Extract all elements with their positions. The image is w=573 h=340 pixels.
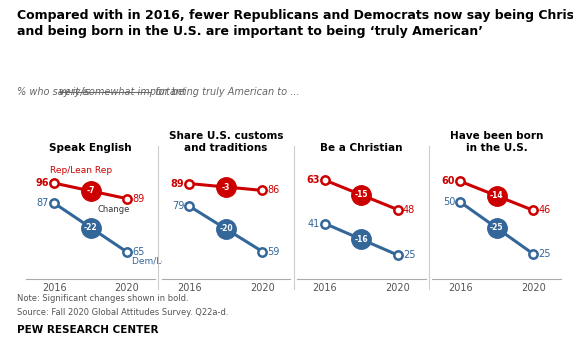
Text: and being born in the U.S. are important to being ‘truly American’: and being born in the U.S. are important… (17, 26, 483, 38)
Text: -7: -7 (87, 186, 95, 196)
Title: Be a Christian: Be a Christian (320, 143, 403, 153)
Text: 65: 65 (132, 247, 144, 257)
Text: 79: 79 (172, 201, 185, 211)
Text: 25: 25 (539, 249, 551, 259)
Text: -3: -3 (222, 183, 230, 191)
Text: for being truly American to ...: for being truly American to ... (152, 87, 300, 97)
Text: Change: Change (97, 205, 129, 214)
Text: 25: 25 (403, 250, 415, 260)
Text: Source: Fall 2020 Global Attitudes Survey. Q22a-d.: Source: Fall 2020 Global Attitudes Surve… (17, 308, 229, 317)
Text: -25: -25 (490, 223, 504, 233)
Text: Dem/Lean Dem: Dem/Lean Dem (132, 257, 202, 266)
Title: Share U.S. customs
and traditions: Share U.S. customs and traditions (168, 131, 283, 153)
Text: 60: 60 (442, 176, 455, 186)
Text: Compared with in 2016, fewer Republicans and Democrats now say being Christian: Compared with in 2016, fewer Republicans… (17, 8, 573, 21)
Text: -15: -15 (355, 190, 368, 199)
Text: 50: 50 (443, 197, 455, 207)
Text: 86: 86 (268, 185, 280, 195)
Title: Have been born
in the U.S.: Have been born in the U.S. (450, 131, 543, 153)
Text: % who say it is: % who say it is (17, 87, 93, 97)
Text: 87: 87 (37, 198, 49, 208)
Text: -16: -16 (355, 235, 368, 244)
Text: 41: 41 (308, 219, 320, 228)
Text: 89: 89 (171, 178, 185, 189)
Text: -22: -22 (84, 223, 97, 232)
Text: Note: Significant changes shown in bold.: Note: Significant changes shown in bold. (17, 294, 189, 303)
Text: -14: -14 (490, 191, 504, 200)
Text: PEW RESEARCH CENTER: PEW RESEARCH CENTER (17, 325, 159, 335)
Text: 46: 46 (539, 205, 551, 215)
Text: 59: 59 (268, 246, 280, 257)
Text: -20: -20 (219, 224, 233, 234)
Text: very/somewhat important: very/somewhat important (59, 87, 186, 97)
Text: 96: 96 (36, 178, 49, 188)
Text: 89: 89 (132, 194, 144, 204)
Text: Rep/Lean Rep: Rep/Lean Rep (50, 166, 112, 175)
Text: 63: 63 (306, 175, 320, 185)
Title: Speak English: Speak English (49, 143, 132, 153)
Text: 48: 48 (403, 205, 415, 215)
